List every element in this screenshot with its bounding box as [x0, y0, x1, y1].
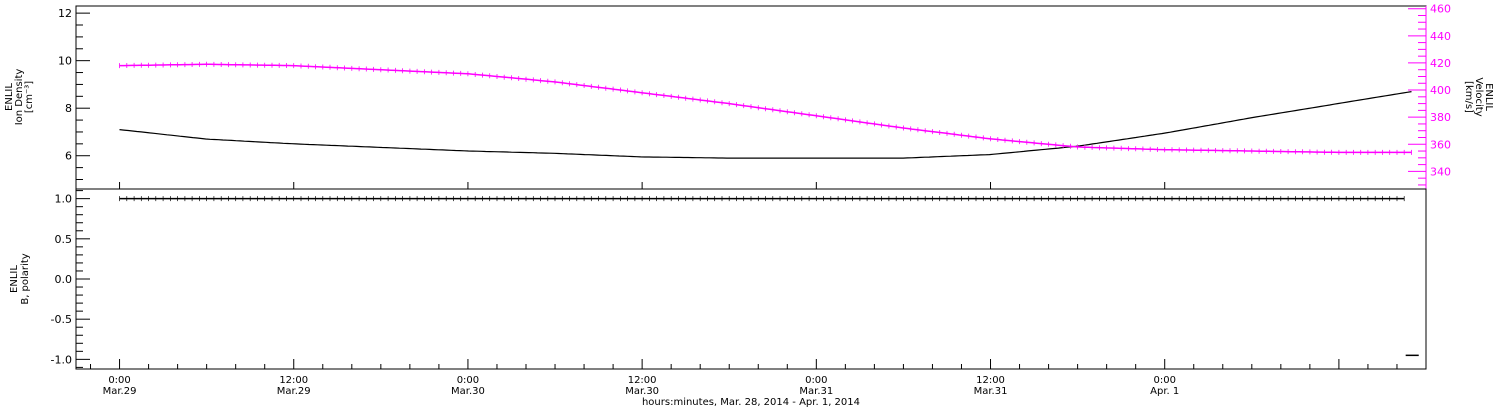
density-series-line — [119, 91, 1412, 159]
bottom-y-tick-label: 0.5 — [55, 233, 73, 246]
x-axis-title: hours:minutes, Mar. 28, 2014 - Apr. 1, 2… — [642, 397, 860, 408]
bottom-y-axis-title: ENLILB, polarity — [9, 253, 31, 304]
top-y2-tick-label: 360 — [1430, 138, 1451, 151]
top-y2-tick-label: 400 — [1430, 84, 1451, 97]
x-tick-time-label: 0:00 — [108, 375, 130, 386]
x-tick-time-label: 0:00 — [805, 375, 827, 386]
bottom-panel: -1.0 -0.5 0.0 0.5 1.0 ENLILB, polarity — [9, 188, 1427, 370]
x-axis: 0:00Mar.2912:00Mar.290:00Mar.3012:00Mar.… — [103, 375, 1180, 408]
top-plot-frame — [75, 5, 1427, 190]
x-tick-time-label: 0:00 — [1153, 375, 1175, 386]
bottom-y-tick-label: -0.5 — [51, 313, 72, 326]
x-tick-date-label: Mar.29 — [103, 386, 137, 397]
top-y2-axis-title-line: [km/s] — [1463, 81, 1474, 113]
bottom-y-tick-label: 1.0 — [55, 193, 73, 206]
top-y2-tick-label: 460 — [1430, 3, 1451, 16]
top-y2-axis-title-line: ENLIL — [1483, 83, 1494, 111]
bottom-y-axis-title-line: ENLIL — [9, 265, 20, 293]
x-tick-date-label: Mar.30 — [451, 386, 485, 397]
top-y-tick-label: 10 — [58, 55, 72, 68]
top-y2-tick-label: 340 — [1430, 165, 1451, 178]
top-y-axis-title-line: [cm⁻³] — [24, 81, 35, 113]
x-tick-date-label: Mar.31 — [799, 386, 833, 397]
top-y2-tick-label: 440 — [1430, 30, 1451, 43]
top-y-axis-title-line: Ion Density — [14, 69, 25, 126]
top-y2-tick-label: 420 — [1430, 57, 1451, 70]
top-y-tick-label: 12 — [58, 7, 72, 20]
x-tick-time-label: 12:00 — [976, 375, 1005, 386]
x-tick-date-label: Mar.30 — [625, 386, 659, 397]
polarity-series-markers — [119, 196, 1405, 202]
x-tick-time-label: 0:00 — [457, 375, 479, 386]
top-y2-axis-title: ENLILVelocity[km/s] — [1463, 77, 1494, 116]
x-tick-time-label: 12:00 — [279, 375, 308, 386]
velocity-series-markers — [119, 61, 1412, 155]
bottom-y-tick-label: 0.0 — [55, 273, 73, 286]
top-y-tick-label: 8 — [65, 102, 72, 115]
x-tick-date-label: Mar.31 — [974, 386, 1008, 397]
bottom-y-tick-label: -1.0 — [51, 353, 72, 366]
x-tick-date-label: Mar.29 — [277, 386, 311, 397]
top-y-tick-label: 6 — [65, 150, 72, 163]
bottom-y-axis-title-line: B, polarity — [20, 253, 31, 304]
top-y-axis-title-line: ENLIL — [4, 83, 15, 111]
top-y2-tick-label: 380 — [1430, 111, 1451, 124]
x-tick-time-label: 12:00 — [628, 375, 657, 386]
top-y-axis-title: ENLILIon Density[cm⁻³] — [4, 69, 35, 126]
x-tick-date-label: Apr. 1 — [1150, 386, 1179, 397]
bottom-plot-frame — [75, 188, 1427, 370]
top-y2-axis-title-line: Velocity — [1473, 77, 1484, 116]
